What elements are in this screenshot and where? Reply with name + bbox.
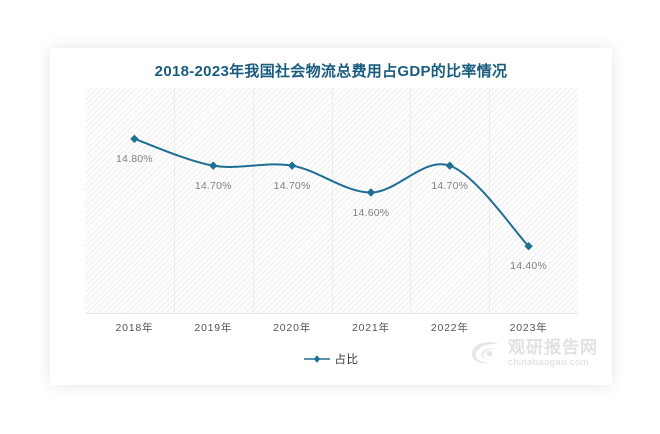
data-point-label: 14.40% bbox=[510, 260, 547, 273]
data-point-marker[interactable] bbox=[366, 188, 376, 197]
x-axis-tick-label: 2020年 bbox=[273, 322, 312, 334]
legend-line-marker-icon bbox=[303, 355, 330, 363]
x-axis-tick-label: 2018年 bbox=[115, 322, 154, 334]
data-point-label: 14.70% bbox=[273, 179, 311, 192]
data-point-label: 14.80% bbox=[116, 152, 153, 165]
chart-card: 2018-2023年我国社会物流总费用占GDP的比率情况 14.80% 14.70… bbox=[50, 48, 612, 385]
data-point-marker[interactable] bbox=[287, 161, 297, 170]
chart-legend: 占比 bbox=[50, 351, 612, 367]
legend-item-label: 占比 bbox=[334, 354, 359, 366]
x-axis-tick-label: 2023年 bbox=[509, 322, 548, 334]
data-point-marker[interactable] bbox=[445, 161, 454, 170]
data-point-marker[interactable] bbox=[209, 161, 218, 170]
data-point-label: 14.70% bbox=[194, 179, 232, 192]
data-point-label: 14.70% bbox=[431, 179, 469, 192]
x-axis-tick-label: 2022年 bbox=[430, 322, 469, 334]
line-chart-svg bbox=[130, 134, 533, 251]
plot-area bbox=[85, 88, 578, 314]
series-line-zhanbi bbox=[133, 137, 530, 248]
chart-title: 2018-2023年我国社会物流总费用占GDP的比率情况 bbox=[154, 63, 508, 80]
x-axis-tick-label: 2019年 bbox=[194, 322, 233, 334]
data-point-marker[interactable] bbox=[130, 134, 139, 144]
x-axis-tick-label: 2021年 bbox=[351, 322, 390, 334]
x-axis: 2018年 2019年 2020年 2021年 2022年 2023年 bbox=[85, 320, 578, 338]
data-point-label: 14.60% bbox=[352, 206, 390, 219]
